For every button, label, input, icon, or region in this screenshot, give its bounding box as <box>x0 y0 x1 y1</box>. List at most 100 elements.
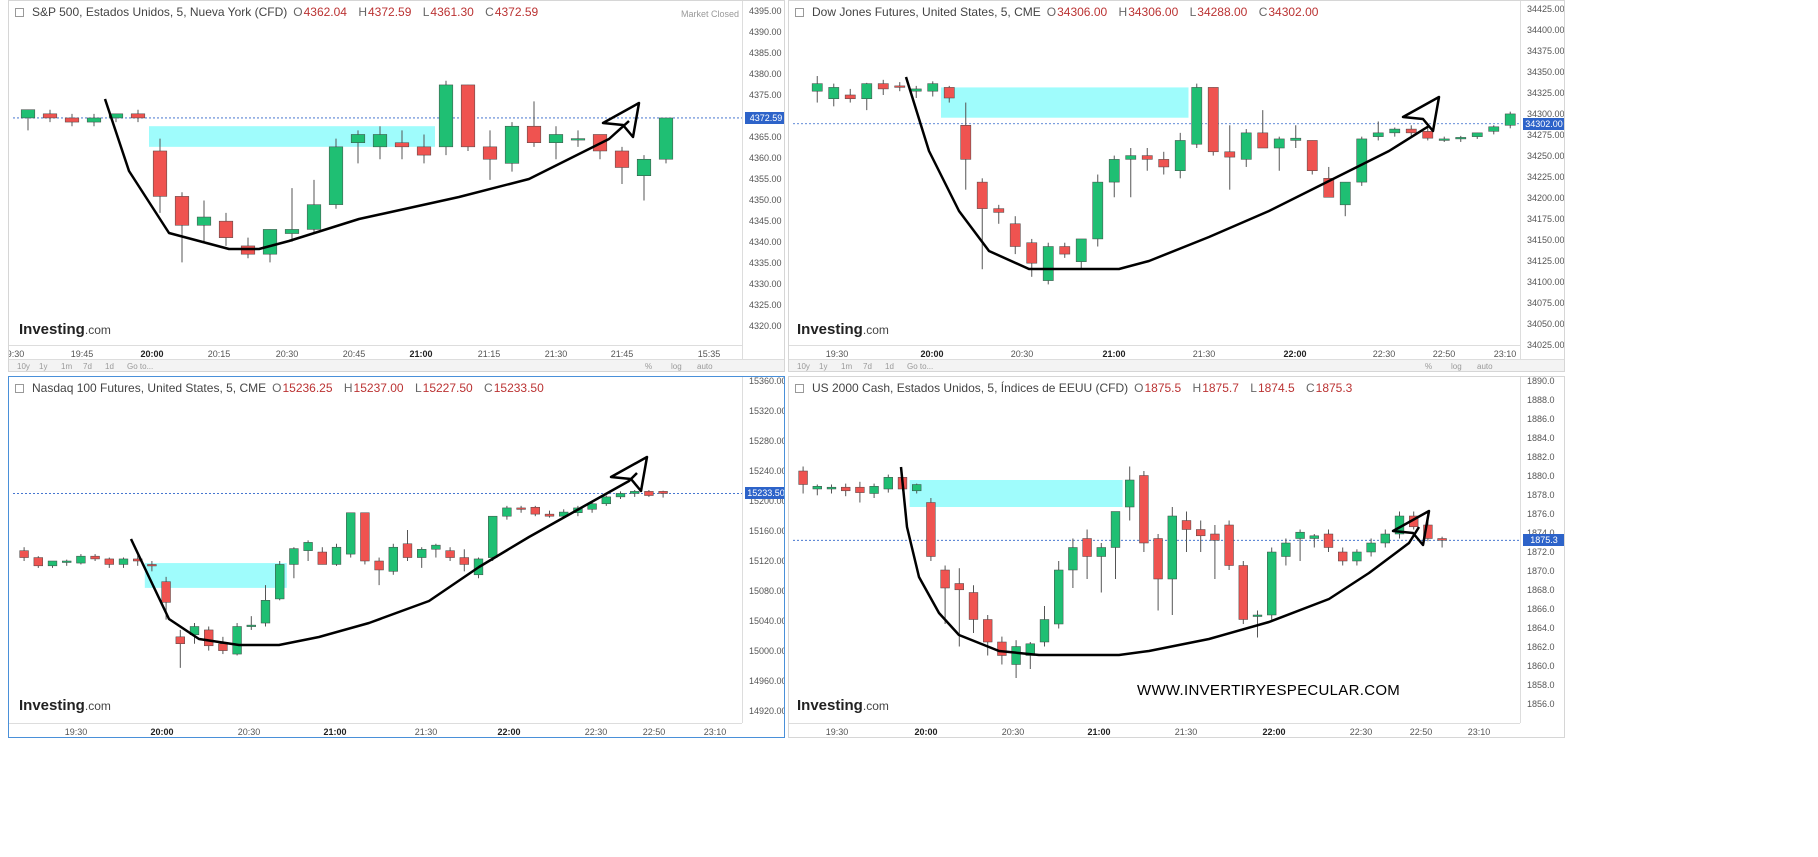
candle <box>346 512 356 558</box>
candle <box>883 474 893 493</box>
price-tick-label: 4380.00 <box>749 69 782 79</box>
candle <box>350 130 366 164</box>
time-tick-label: 23:10 <box>1493 349 1517 359</box>
chart-panel-dowjones[interactable]: Dow Jones Futures, United States, 5, CME… <box>788 0 1565 372</box>
range-button[interactable]: 10y <box>797 362 810 371</box>
price-tick-label: 34325.00 <box>1527 88 1565 98</box>
dowjones-time-axis[interactable]: 19:30 20:00 20:30 21:00 21:30 22:00 22:30 22:50… <box>789 345 1520 362</box>
nasdaq-time-axis[interactable]: 19:30 20:00 20:30 21:00 21:30 22:00 22:30 22:50… <box>9 723 742 737</box>
range-button[interactable]: 1y <box>819 362 828 371</box>
sp500-title: S&P 500, Estados Unidos, 5, Nueva York (… <box>32 5 288 19</box>
chart-panel-russell[interactable]: US 2000 Cash, Estados Unidos, 5, Índices… <box>788 376 1565 738</box>
russell-price-axis[interactable]: 1890.0 1888.0 1886.0 1884.0 1882.0 1880.0 1878… <box>1520 376 1564 723</box>
scale-button[interactable]: auto <box>697 362 713 371</box>
sp500-time-axis[interactable]: 19:30 19:45 20:00 20:15 20:30 20:45 21:00 21:15… <box>9 345 742 362</box>
range-button[interactable]: Go to... <box>907 362 934 371</box>
candle <box>1009 216 1021 255</box>
chart-panel-sp500[interactable]: S&P 500, Estados Unidos, 5, Nueva York (… <box>8 0 785 372</box>
range-button[interactable]: 1d <box>885 362 894 371</box>
candle <box>658 117 674 164</box>
candle <box>1281 538 1291 566</box>
price-tick-label: 1870.0 <box>1527 566 1555 576</box>
price-tick-label: 34425.00 <box>1527 4 1565 14</box>
candle <box>1026 238 1038 277</box>
scale-button[interactable]: log <box>1451 362 1462 371</box>
time-tick-label: 22:30 <box>1349 727 1373 737</box>
scale-button[interactable]: log <box>671 362 682 371</box>
candle <box>1273 136 1285 171</box>
range-button[interactable]: 1d <box>105 362 114 371</box>
price-tick-label: 34200.00 <box>1527 193 1565 203</box>
dowjones-range-toolbar[interactable]: 10y 1y 1m 7d 1d Go to...% log auto <box>789 359 1564 371</box>
candle <box>615 491 626 499</box>
candle <box>548 126 564 160</box>
price-tick-label: 1856.0 <box>1527 699 1555 709</box>
candle <box>828 83 840 107</box>
scale-button[interactable]: % <box>1425 362 1433 371</box>
price-tick-label: 4395.00 <box>749 6 782 16</box>
candle <box>246 616 256 630</box>
candle <box>1438 136 1450 142</box>
scale-button[interactable]: % <box>645 362 653 371</box>
candle <box>306 179 322 234</box>
price-tick-label: 15240.00 <box>749 466 785 476</box>
nasdaq-candles <box>13 455 742 668</box>
time-tick-label: 21:30 <box>1174 727 1198 737</box>
sp500-range-toolbar[interactable]: 10y 1y 1m 7d 1d Go to...% log auto <box>9 359 784 371</box>
time-tick-label: 22:00 <box>1283 349 1307 359</box>
candle <box>1422 126 1434 141</box>
dowjones-price-axis[interactable]: 34425.00 34400.00 34375.00 34350.00 34325.00… <box>1520 1 1565 359</box>
price-tick-label: 1890.0 <box>1527 376 1555 386</box>
time-tick-label: 22:30 <box>584 727 608 737</box>
candle <box>104 557 114 568</box>
range-button[interactable]: Go to... <box>127 362 154 371</box>
range-button[interactable]: 1m <box>61 362 73 371</box>
chart-panel-nasdaq[interactable]: Nasdaq 100 Futures, United States, 5, CM… <box>8 376 785 738</box>
candle <box>260 585 271 627</box>
support-zone <box>909 480 1123 507</box>
candle <box>20 109 36 131</box>
russell-time-axis[interactable]: 19:30 20:00 20:30 21:00 21:30 22:00 22:30 22:50… <box>789 723 1520 737</box>
candle <box>943 85 955 103</box>
candle <box>1068 538 1078 588</box>
collapse-icon[interactable] <box>15 383 24 393</box>
candle <box>1082 529 1092 579</box>
candle <box>1290 125 1302 149</box>
time-tick-label: 20:30 <box>275 349 299 359</box>
time-tick-label: 23:10 <box>703 727 727 737</box>
candle <box>1306 140 1318 175</box>
candle <box>544 510 555 518</box>
last-price-tag: 1875.3 <box>1523 534 1564 547</box>
collapse-icon[interactable] <box>795 7 804 17</box>
candle <box>388 543 398 575</box>
candle <box>482 130 498 180</box>
price-tick-label: 1874.0 <box>1527 528 1555 538</box>
range-button[interactable]: 1y <box>39 362 48 371</box>
candle <box>374 557 384 586</box>
investing-logo: Investing.com <box>797 321 889 338</box>
sp500-price-axis[interactable]: 4395.004390.004385.004380.004375.004370.… <box>742 1 784 359</box>
candle <box>1455 135 1467 142</box>
candle <box>1224 125 1236 190</box>
collapse-icon[interactable] <box>795 383 804 393</box>
candle <box>1323 529 1334 552</box>
nasdaq-price-axis[interactable]: 15360.00 15320.00 15280.00 15240.00 15200.00… <box>742 377 785 723</box>
price-tick-label: 15080.00 <box>749 586 785 596</box>
candle <box>130 109 146 123</box>
range-button[interactable]: 7d <box>83 362 92 371</box>
time-tick-label: 15:35 <box>697 349 721 359</box>
range-button[interactable]: 7d <box>863 362 872 371</box>
collapse-icon[interactable] <box>15 7 24 17</box>
candle <box>64 113 80 127</box>
last-price-tag: 4372.59 <box>745 111 784 124</box>
range-button[interactable]: 1m <box>841 362 853 371</box>
price-tick-label: 34275.00 <box>1527 130 1565 140</box>
candle <box>1181 511 1192 552</box>
candle <box>1042 242 1054 285</box>
candle <box>331 543 342 566</box>
price-tick-label: 34300.00 <box>1527 109 1565 119</box>
range-button[interactable]: 10y <box>17 362 30 371</box>
scale-button[interactable]: auto <box>1477 362 1493 371</box>
candle <box>204 626 214 651</box>
candle <box>1158 151 1170 175</box>
